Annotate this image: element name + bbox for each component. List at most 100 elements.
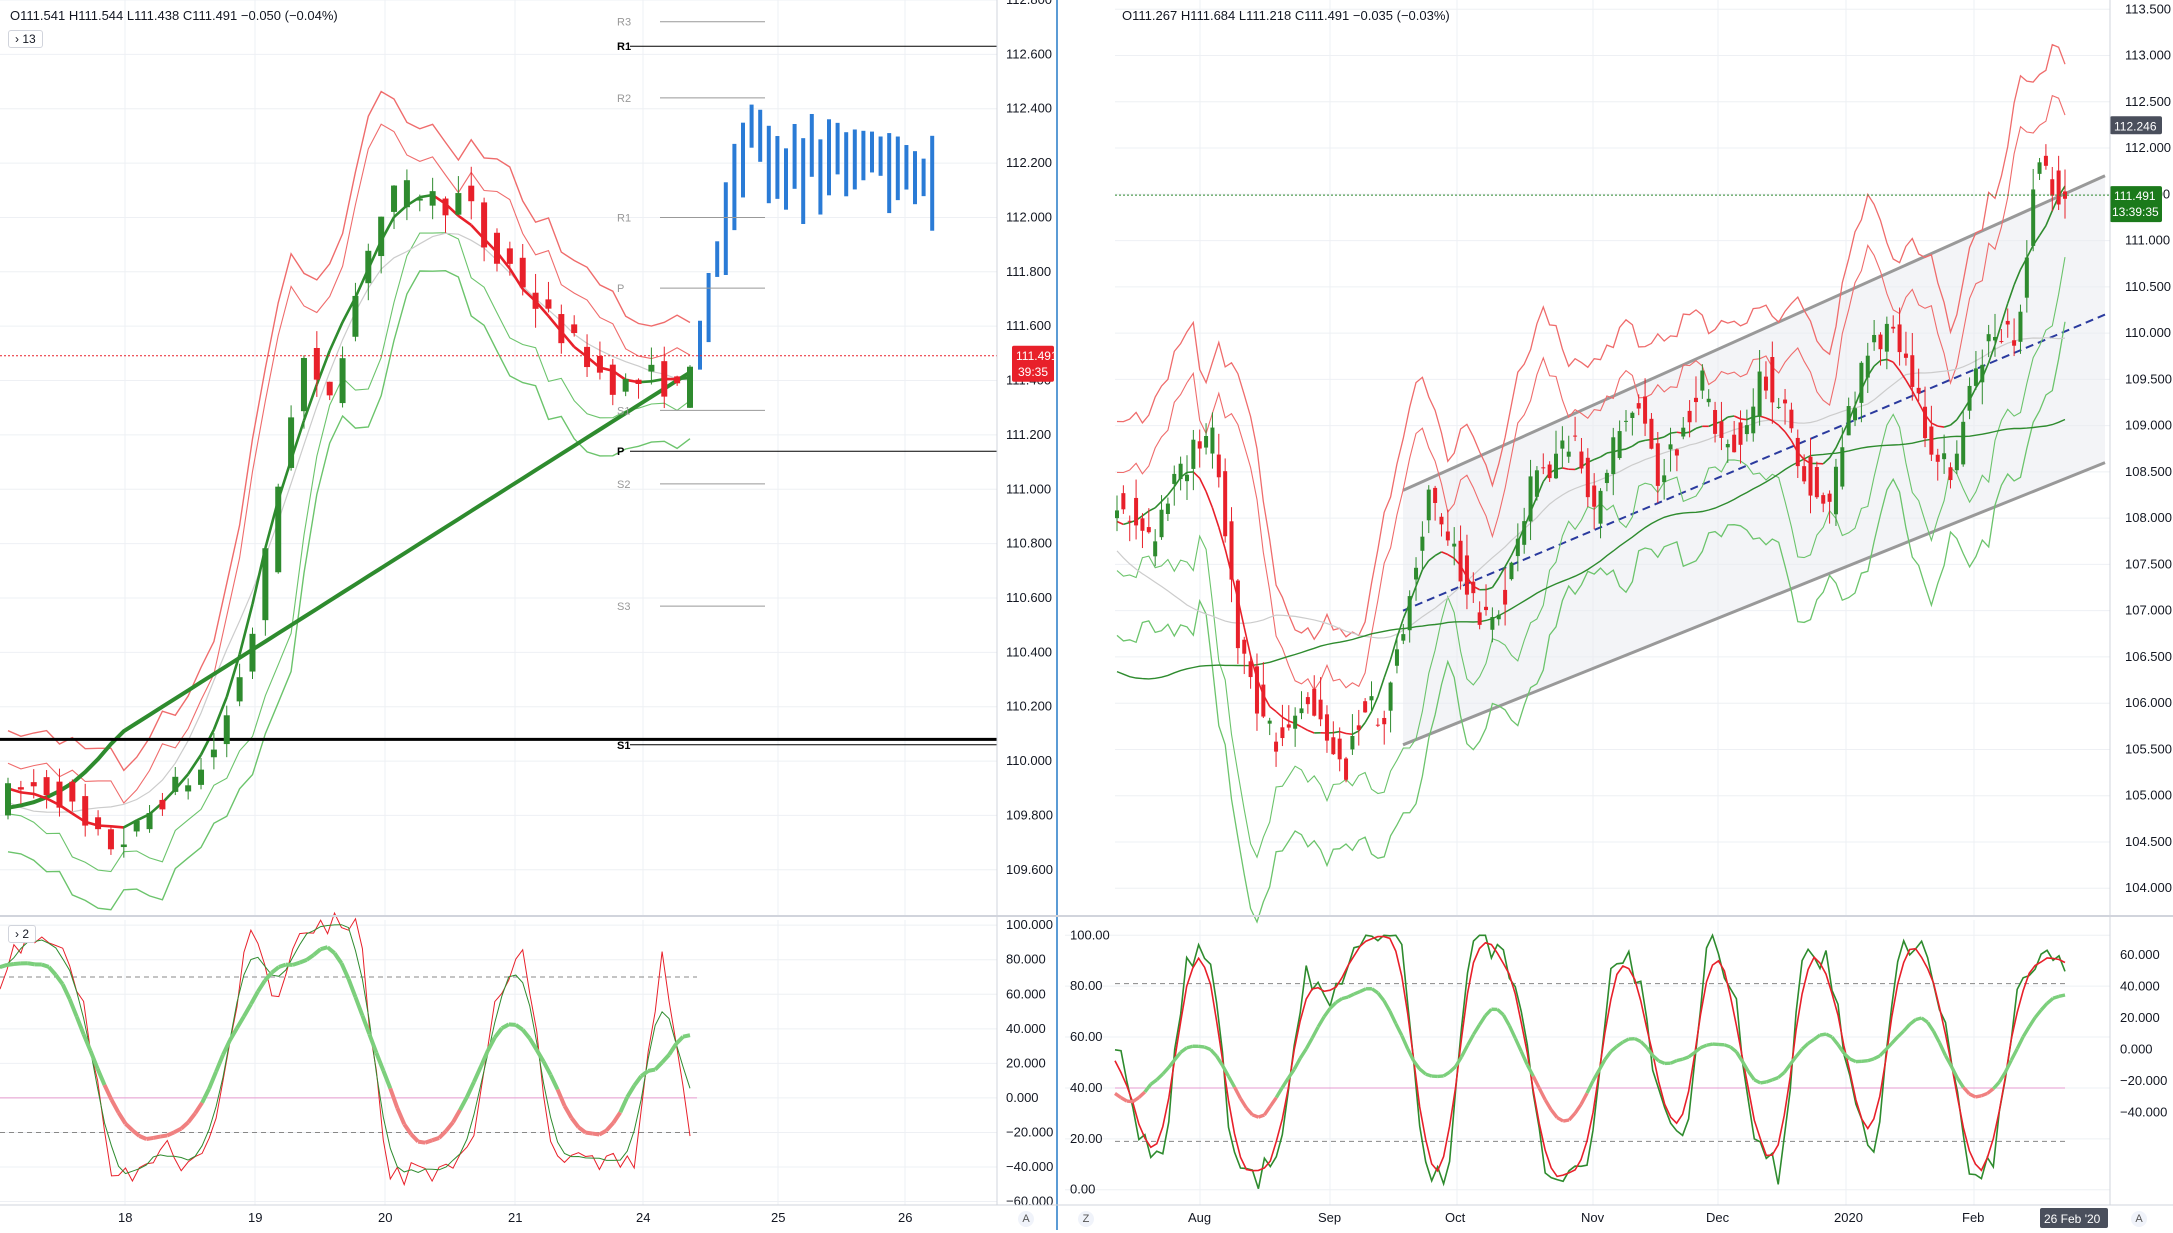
right-candle[interactable] (1579, 452, 1583, 469)
right-candle[interactable] (1878, 335, 1882, 350)
right-candle[interactable] (1834, 467, 1838, 515)
left-candle[interactable] (44, 777, 50, 795)
right-candle[interactable] (1828, 494, 1832, 502)
left-candle[interactable] (95, 817, 101, 829)
left-candle[interactable] (134, 821, 140, 832)
right-candle[interactable] (1268, 721, 1272, 724)
left-candle[interactable] (674, 376, 680, 383)
right-candle[interactable] (1338, 739, 1342, 760)
left-candle[interactable] (571, 324, 577, 333)
right-candle[interactable] (1516, 539, 1520, 556)
right-candle[interactable] (1618, 431, 1622, 458)
left-candle[interactable] (249, 634, 255, 672)
right-candle[interactable] (1681, 428, 1685, 437)
right-candle[interactable] (1764, 377, 1768, 391)
right-candle[interactable] (1408, 596, 1412, 630)
left-candle[interactable] (224, 715, 230, 744)
right-candle[interactable] (1172, 474, 1176, 484)
right-candle[interactable] (1389, 683, 1393, 711)
right-candle[interactable] (1885, 324, 1889, 352)
left-projection-bar[interactable] (836, 123, 840, 175)
right-candle[interactable] (1815, 467, 1819, 497)
right-candle[interactable] (1694, 398, 1698, 402)
right-candle[interactable] (1872, 335, 1876, 342)
right-candle[interactable] (1700, 371, 1704, 391)
right-candle[interactable] (1503, 590, 1507, 605)
right-candle[interactable] (2038, 162, 2042, 174)
right-candle[interactable] (1719, 421, 1723, 437)
right-candle[interactable] (1300, 708, 1304, 713)
right-candle[interactable] (1242, 640, 1246, 654)
left-candle[interactable] (211, 750, 217, 758)
left-candle[interactable] (481, 202, 487, 247)
left-candle[interactable] (636, 380, 642, 384)
right-candle[interactable] (1548, 465, 1552, 479)
right-candle[interactable] (2031, 189, 2035, 245)
left-projection-bar[interactable] (750, 105, 754, 148)
left-candle[interactable] (430, 191, 436, 205)
right-candle[interactable] (1948, 467, 1952, 480)
right-candle[interactable] (1783, 400, 1787, 404)
left-candle[interactable] (159, 800, 165, 809)
right-candle[interactable] (1293, 716, 1297, 729)
left-projection-bar[interactable] (913, 151, 917, 204)
right-candle[interactable] (1586, 458, 1590, 497)
right-candle[interactable] (2012, 340, 2016, 345)
right-candle[interactable] (1707, 399, 1711, 402)
right-candle[interactable] (1866, 356, 1870, 378)
left-projection-bar[interactable] (896, 137, 900, 201)
left-candle[interactable] (340, 358, 346, 403)
left-projection-bar[interactable] (784, 148, 788, 209)
left-candle[interactable] (468, 186, 474, 202)
right-candle[interactable] (1401, 634, 1405, 641)
right-candle[interactable] (1344, 758, 1348, 779)
left-projection-bar[interactable] (775, 136, 779, 199)
right-candle[interactable] (1770, 357, 1774, 402)
right-candle[interactable] (1287, 724, 1291, 727)
left-projection-bar[interactable] (715, 241, 719, 277)
right-candle[interactable] (1859, 363, 1863, 403)
left-candle[interactable] (558, 314, 564, 343)
right-candle[interactable] (1910, 355, 1914, 387)
right-candle[interactable] (1898, 324, 1902, 352)
right-candle[interactable] (1369, 696, 1373, 700)
right-candle[interactable] (1223, 471, 1227, 536)
left-indicators-toggle[interactable]: › 13 (8, 30, 43, 48)
right-candle[interactable] (1363, 701, 1367, 712)
right-candle[interactable] (1490, 617, 1494, 630)
right-candle[interactable] (1605, 473, 1609, 483)
left-candle[interactable] (198, 770, 204, 785)
right-candle[interactable] (1649, 419, 1653, 449)
right-candle[interactable] (1853, 408, 1857, 420)
left-projection-bar[interactable] (930, 136, 934, 231)
right-candle[interactable] (1140, 518, 1144, 530)
right-candle[interactable] (1726, 444, 1730, 447)
right-candle[interactable] (1153, 541, 1157, 556)
right-candle[interactable] (1821, 495, 1825, 504)
right-candle[interactable] (2057, 171, 2061, 205)
right-candle[interactable] (1210, 428, 1214, 454)
right-candle[interactable] (1955, 454, 1959, 471)
left-candle[interactable] (494, 233, 500, 264)
left-candle[interactable] (443, 199, 449, 216)
left-candle[interactable] (82, 796, 88, 826)
right-candle[interactable] (1923, 407, 1927, 438)
left-projection-bar[interactable] (853, 129, 857, 189)
right-candle[interactable] (1459, 541, 1463, 582)
right-candle[interactable] (1414, 568, 1418, 580)
left-projection-bar[interactable] (724, 182, 728, 275)
right-candle[interactable] (1382, 718, 1386, 724)
right-candle[interactable] (1732, 435, 1736, 453)
right-candle[interactable] (1147, 527, 1151, 532)
right-auto-scale-button[interactable]: A (2131, 1211, 2147, 1227)
left-projection-bar[interactable] (879, 137, 883, 176)
left-candle[interactable] (661, 361, 667, 396)
left-candle[interactable] (69, 782, 75, 802)
right-candle[interactable] (1840, 447, 1844, 486)
left-auto-scale-button[interactable]: A (1018, 1211, 1034, 1227)
left-projection-bar[interactable] (844, 132, 848, 196)
right-candle[interactable] (1191, 440, 1195, 469)
left-projection-bar[interactable] (758, 110, 762, 162)
right-candle[interactable] (1758, 372, 1762, 417)
